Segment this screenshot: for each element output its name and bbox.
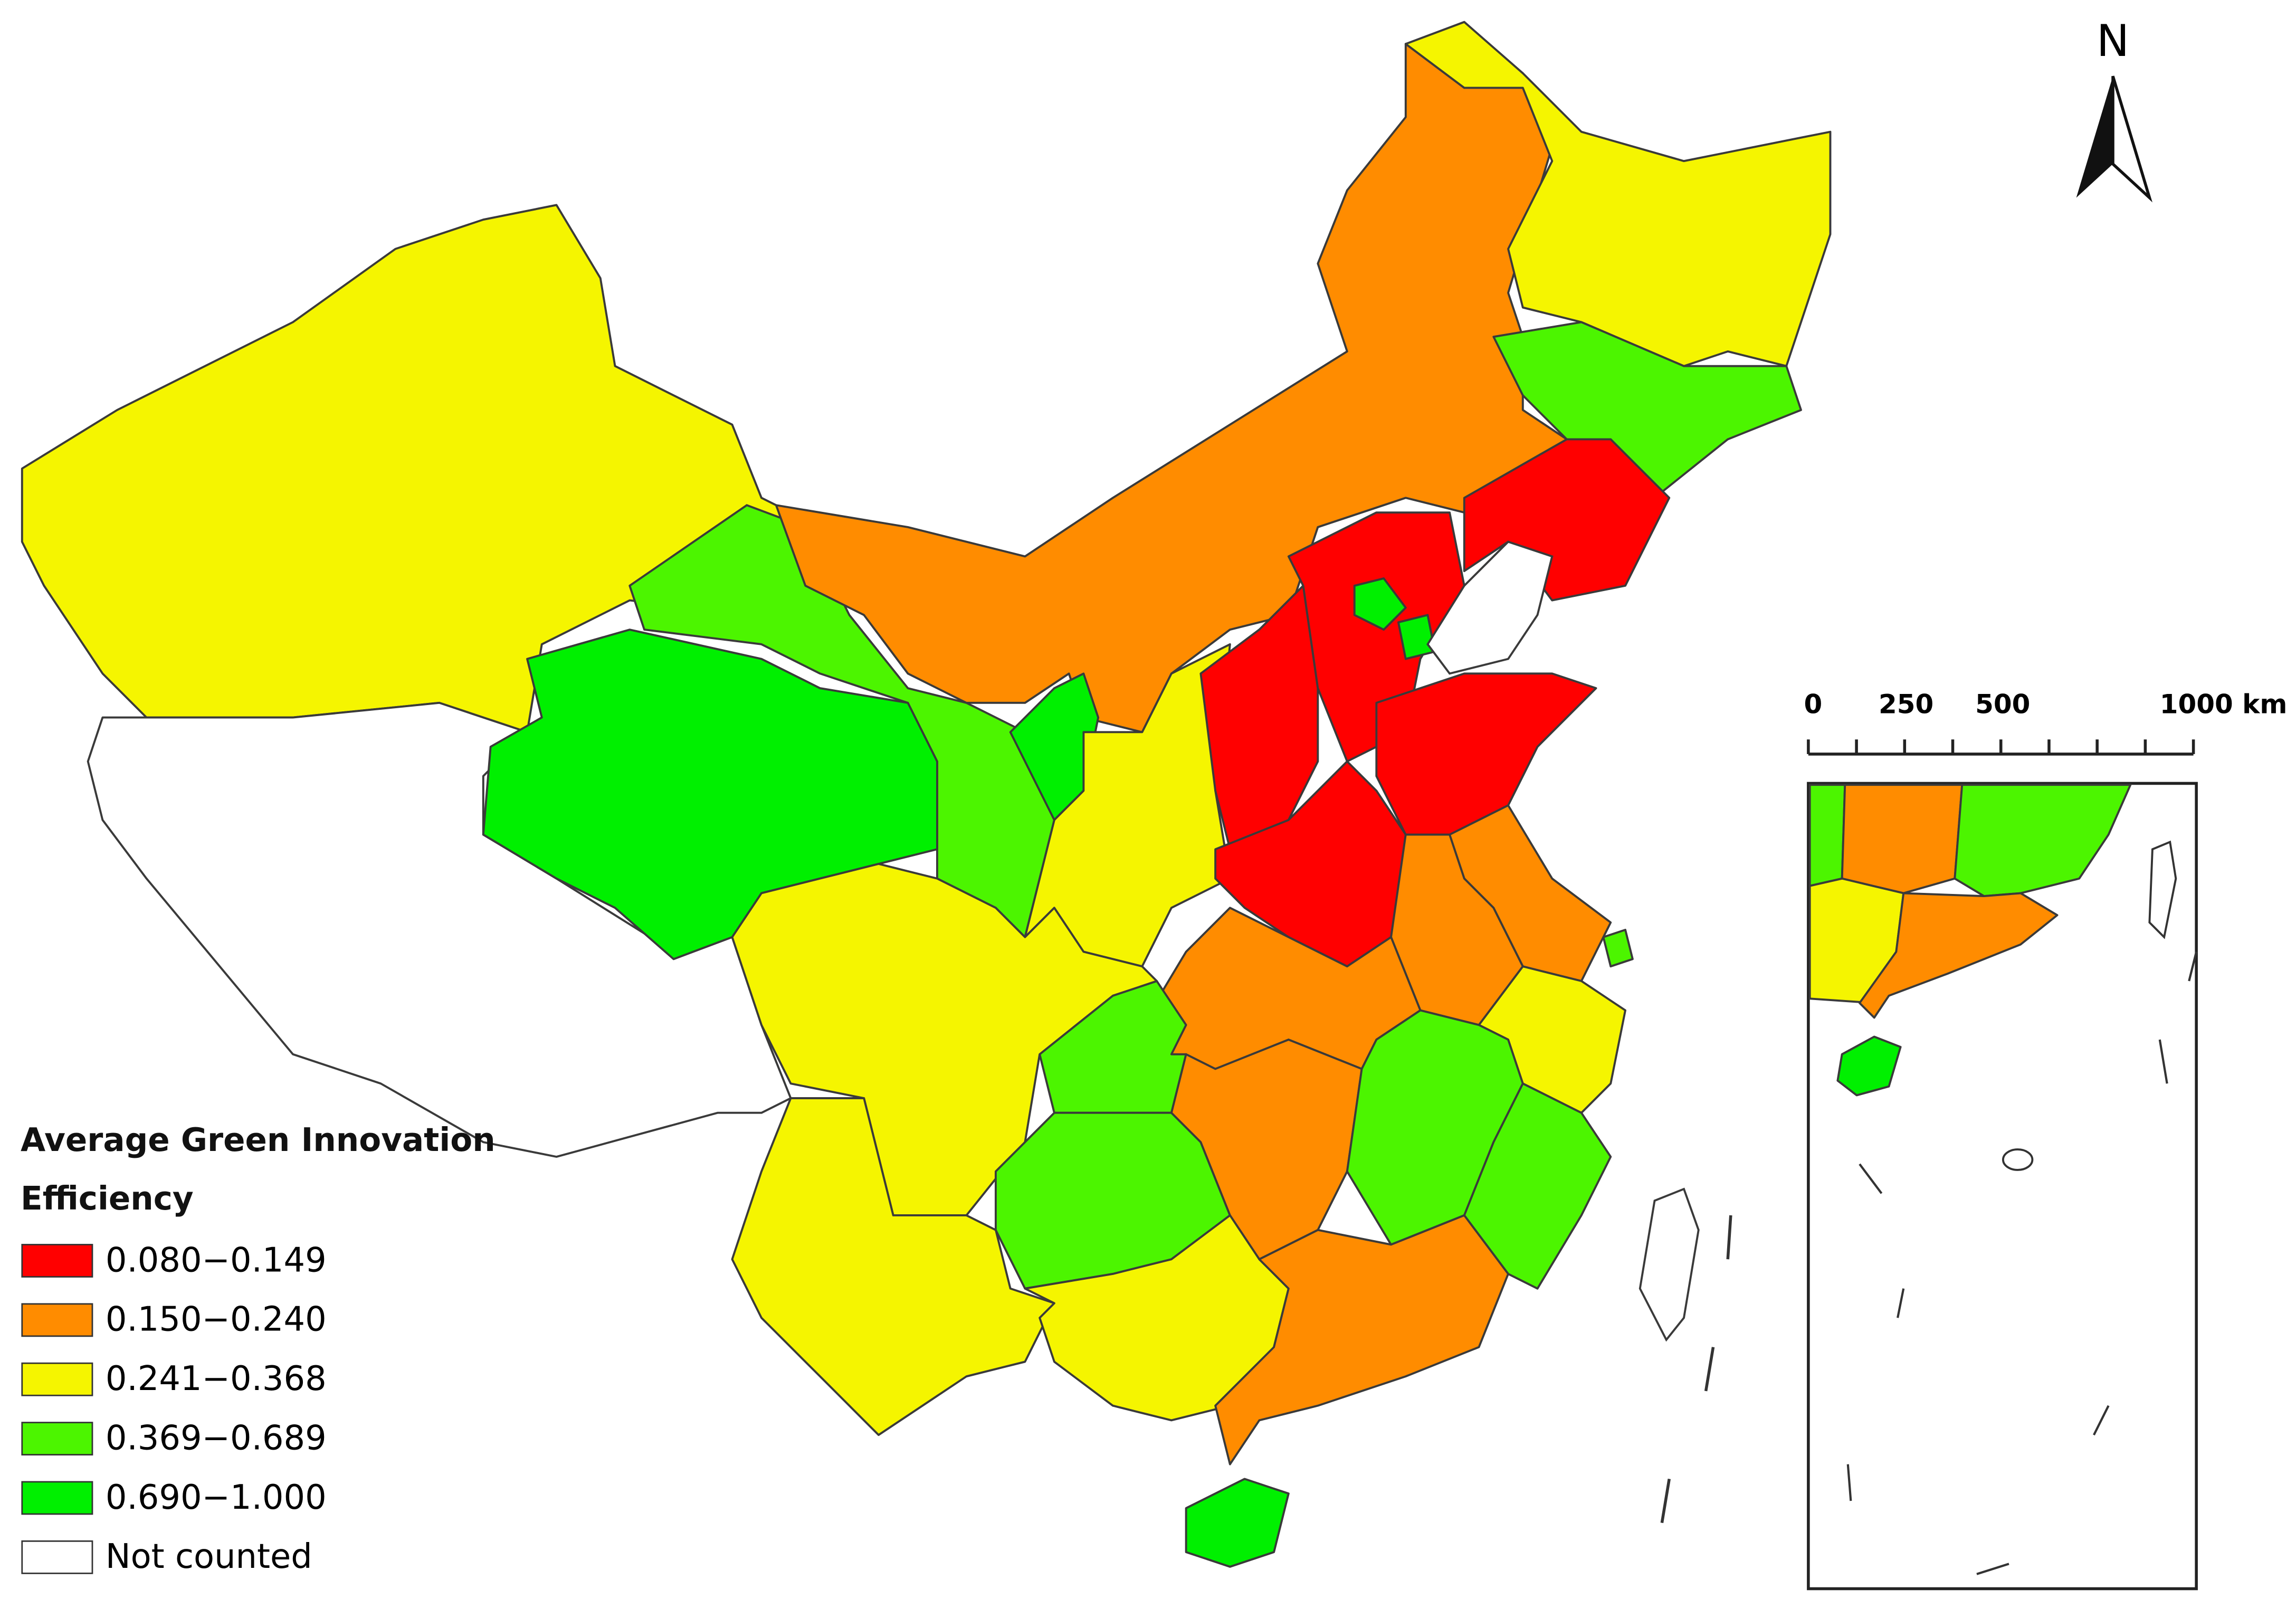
boundary-dash (1846, 1464, 1852, 1501)
legend-title-box: Average Green Innovation Efficiency (21, 1123, 496, 1219)
legend-swatch (21, 1362, 93, 1396)
inset-region (1859, 892, 2059, 1019)
inset-region (1808, 784, 1846, 887)
boundary-dash (1660, 1478, 1671, 1524)
boundary-dash (1976, 1563, 2009, 1575)
legend-label: 0.369−0.689 (106, 1419, 327, 1458)
provinces (21, 21, 1832, 1568)
legend-title: Average Green Innovation Efficiency (21, 1123, 496, 1219)
north-arrow: N (2076, 15, 2152, 203)
boundary-dash (1704, 1347, 1715, 1392)
north-label: N (2097, 15, 2129, 66)
boundary-dash (1726, 1215, 1732, 1260)
boundary-dash (2188, 951, 2198, 982)
region (1397, 614, 1436, 660)
legend: 0.080−0.149 0.150−0.240 0.241−0.368 0.369−0… (21, 1241, 327, 1576)
legend-swatch (21, 1481, 93, 1515)
inset-region (1836, 1035, 1902, 1097)
region (731, 1097, 1055, 1436)
scale-label: 1000 km (2160, 689, 2288, 719)
inset-region (1954, 784, 2132, 898)
region (1404, 21, 1832, 367)
arrow-half (2111, 75, 2152, 203)
boundary-dash (1897, 1288, 1905, 1318)
inset-island (2148, 840, 2177, 939)
legend-label: 0.150−0.240 (106, 1300, 327, 1339)
region (1199, 584, 1319, 851)
legend-label: 0.080−0.149 (106, 1241, 327, 1280)
boundary-dash (2093, 1405, 2110, 1436)
region (1214, 1214, 1510, 1465)
region (1602, 928, 1634, 968)
scale-label: 0 (1804, 689, 1823, 719)
legend-label: 0.241−0.368 (106, 1359, 327, 1398)
scale-label: 250 (1879, 689, 1933, 719)
region (1353, 577, 1407, 631)
boundary-dash (1859, 1163, 1883, 1194)
region (1185, 1478, 1290, 1568)
region (1463, 1082, 1612, 1290)
legend-swatch (21, 1244, 93, 1278)
island (1638, 1187, 1700, 1342)
inset-region (1841, 784, 1964, 894)
inset-map (1807, 782, 2198, 1591)
legend-swatch (21, 1540, 93, 1574)
arrow-half (2076, 76, 2113, 198)
legend-label: 0.690−1.000 (106, 1478, 327, 1517)
legend-swatch (21, 1303, 93, 1337)
boundary-dash (2158, 1039, 2168, 1084)
region (1463, 438, 1671, 602)
scale-bar: 0 250 500 1000 km (1804, 689, 2288, 756)
legend-label: Not counted (106, 1537, 312, 1576)
region (775, 43, 1568, 734)
inset-island (2002, 1148, 2034, 1171)
region (1024, 643, 1231, 968)
legend-swatch (21, 1422, 93, 1456)
sea-bay (1426, 540, 1554, 675)
scale-label: 500 (1975, 689, 2030, 719)
region (1375, 672, 1597, 836)
region (1492, 321, 1802, 499)
